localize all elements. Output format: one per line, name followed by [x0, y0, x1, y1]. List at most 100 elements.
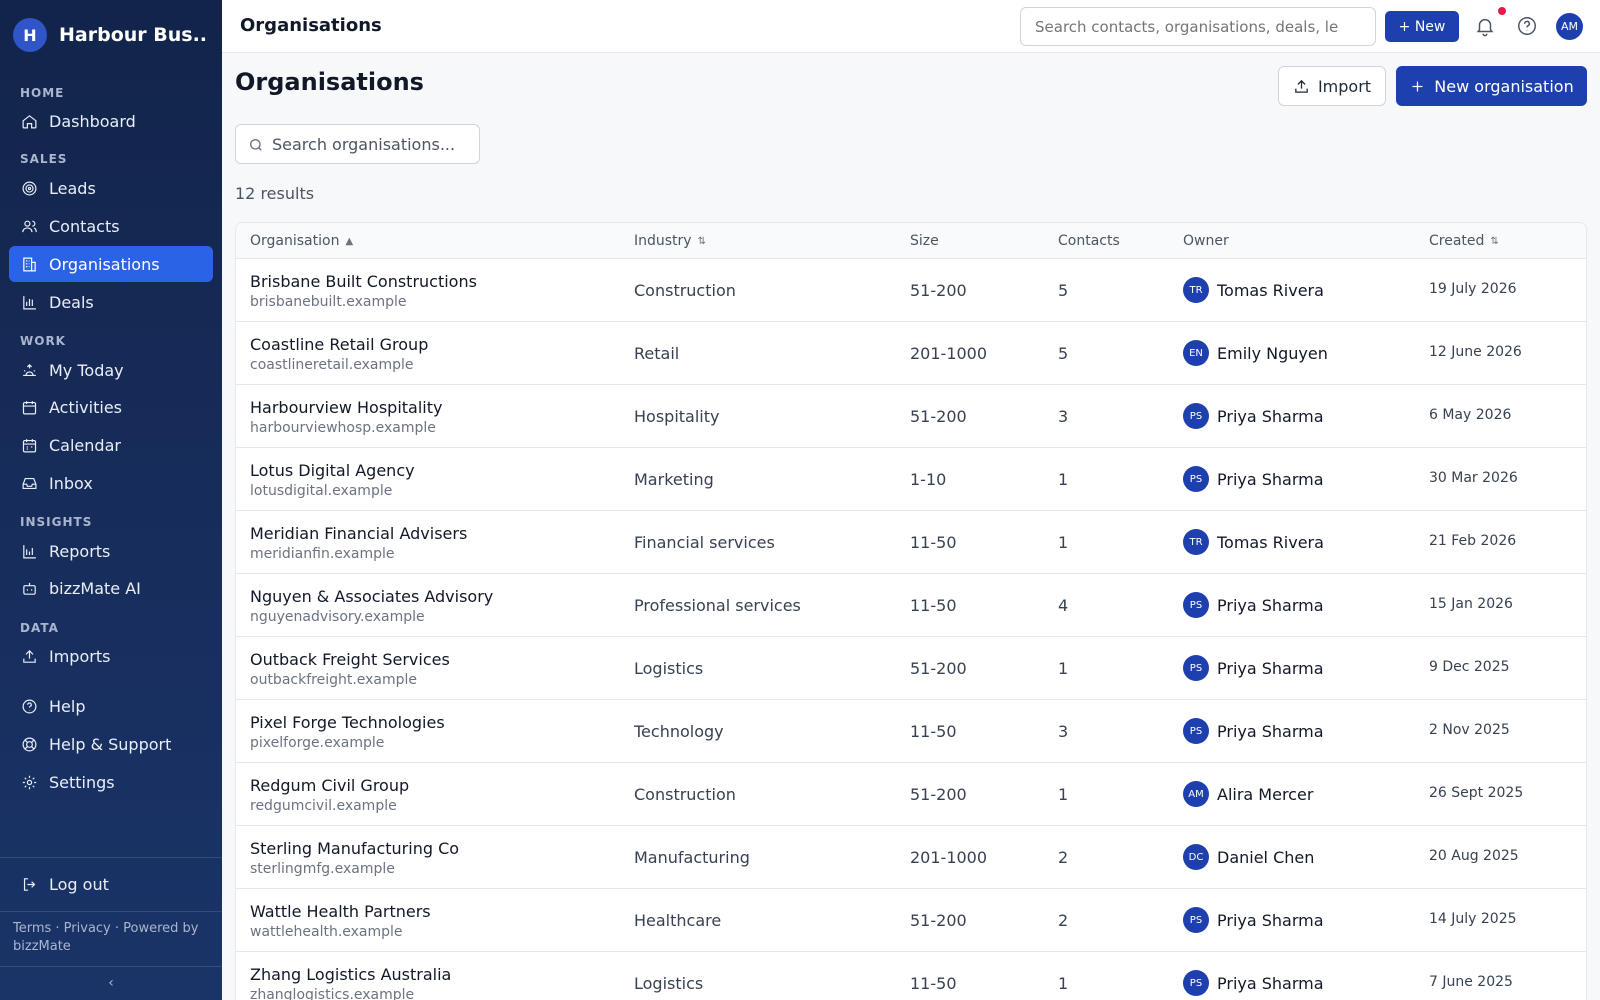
- owner-avatar: TR: [1183, 529, 1209, 555]
- sidebar-item-label: Help & Support: [49, 734, 172, 754]
- search-icon: [250, 139, 262, 151]
- industry-cell: Construction: [634, 785, 736, 804]
- new-organisation-button[interactable]: New organisation: [1396, 66, 1587, 106]
- users-icon: [20, 217, 38, 235]
- table-row[interactable]: Coastline Retail Group coastlineretail.ex…: [236, 322, 1586, 385]
- organisation-search[interactable]: [235, 124, 480, 164]
- organisation-domain: brisbanebuilt.example: [250, 294, 407, 310]
- table-row[interactable]: Outback Freight Services outbackfreight.e…: [236, 637, 1586, 700]
- sidebar-item-activities[interactable]: Activities: [9, 389, 213, 425]
- brand-name: Harbour Bus...: [59, 24, 207, 46]
- collapse-sidebar-button[interactable]: ‹: [108, 975, 114, 991]
- sidebar-item-label: Organisations: [49, 254, 160, 274]
- owner-cell: PS Priya Sharma: [1183, 655, 1324, 681]
- home-icon: [20, 112, 38, 130]
- size-cell: 11-50: [910, 596, 957, 615]
- table-row[interactable]: Redgum Civil Group redgumcivil.example Con…: [236, 763, 1586, 826]
- sidebar-item-bizzmate-ai[interactable]: bizzMate AI: [9, 570, 213, 606]
- sidebar-item-help[interactable]: Help: [9, 688, 213, 724]
- results-count: 12 results: [235, 184, 315, 203]
- table-row[interactable]: Zhang Logistics Australia zhanglogistics.…: [236, 952, 1586, 1000]
- table-row[interactable]: Sterling Manufacturing Co sterlingmfg.exa…: [236, 826, 1586, 889]
- bell-icon[interactable]: [1474, 15, 1496, 37]
- sidebar-item-logout[interactable]: Log out: [9, 866, 213, 902]
- table-row[interactable]: Pixel Forge Technologies pixelforge.examp…: [236, 700, 1586, 763]
- logout-icon: [20, 875, 38, 893]
- help-icon[interactable]: [1516, 15, 1538, 37]
- table-row[interactable]: Wattle Health Partners wattlehealth.examp…: [236, 889, 1586, 952]
- table-row[interactable]: Harbourview Hospitality harbourviewhosp.e…: [236, 385, 1586, 448]
- size-cell: 11-50: [910, 533, 957, 552]
- organisation-name[interactable]: Meridian Financial Advisers: [250, 524, 468, 543]
- sidebar-item-deals[interactable]: Deals: [9, 284, 213, 320]
- owner-avatar: PS: [1183, 970, 1209, 996]
- organisation-name[interactable]: Redgum Civil Group: [250, 776, 410, 795]
- owner-name: Alira Mercer: [1217, 784, 1314, 804]
- global-search-input[interactable]: [1020, 7, 1376, 46]
- owner-avatar: PS: [1183, 907, 1209, 933]
- organisation-name[interactable]: Sterling Manufacturing Co: [250, 839, 460, 858]
- organisation-name[interactable]: Zhang Logistics Australia: [250, 965, 452, 984]
- created-cell: 9 Dec 2025: [1429, 659, 1510, 675]
- sidebar-item-help-support[interactable]: Help & Support: [9, 726, 213, 762]
- user-avatar[interactable]: AM: [1556, 13, 1583, 40]
- sidebar-item-my-today[interactable]: My Today: [9, 352, 213, 388]
- owner-avatar: PS: [1183, 592, 1209, 618]
- table-row[interactable]: Lotus Digital Agency lotusdigital.example…: [236, 448, 1586, 511]
- industry-cell: Technology: [634, 722, 724, 741]
- industry-cell: Professional services: [634, 596, 801, 615]
- owner-cell: PS Priya Sharma: [1183, 970, 1324, 996]
- organisation-name[interactable]: Nguyen & Associates Advisory: [250, 587, 494, 606]
- owner-name: Tomas Rivera: [1217, 532, 1324, 552]
- sunrise-icon: [20, 361, 38, 379]
- created-cell: 7 June 2025: [1429, 974, 1513, 990]
- sidebar-item-label: Help: [49, 696, 86, 716]
- sidebar-item-settings[interactable]: Settings: [9, 764, 213, 800]
- section-sales: SALES: [20, 152, 68, 166]
- owner-name: Priya Sharma: [1217, 910, 1324, 930]
- column-label: Size: [910, 233, 939, 249]
- column-size: Size: [910, 233, 939, 249]
- sidebar-item-reports[interactable]: Reports: [9, 533, 213, 569]
- sidebar-item-label: Calendar: [49, 435, 121, 455]
- owner-avatar: PS: [1183, 466, 1209, 492]
- contacts-cell: 1: [1058, 974, 1069, 993]
- organisation-name[interactable]: Lotus Digital Agency: [250, 461, 415, 480]
- organisation-name[interactable]: Pixel Forge Technologies: [250, 713, 445, 732]
- sidebar-item-inbox[interactable]: Inbox: [9, 465, 213, 501]
- organisation-name[interactable]: Outback Freight Services: [250, 650, 450, 669]
- sidebar-item-contacts[interactable]: Contacts: [9, 208, 213, 244]
- owner-name: Tomas Rivera: [1217, 280, 1324, 300]
- sidebar-item-label: Activities: [49, 397, 122, 417]
- created-cell: 30 Mar 2026: [1429, 470, 1518, 486]
- created-cell: 2 Nov 2025: [1429, 722, 1510, 738]
- sidebar-item-label: Leads: [49, 178, 96, 198]
- organisation-name[interactable]: Coastline Retail Group: [250, 335, 429, 354]
- organisation-domain: sterlingmfg.example: [250, 861, 395, 877]
- column-industry[interactable]: Industry ⇅: [634, 233, 706, 249]
- owner-avatar: DC: [1183, 844, 1209, 870]
- new-button[interactable]: + New: [1385, 11, 1459, 42]
- table-header: Organisation ▲ Industry ⇅ Size Contacts Ow…: [236, 223, 1586, 259]
- organisation-search-input[interactable]: [272, 125, 472, 163]
- column-created[interactable]: Created ⇅: [1429, 233, 1499, 249]
- sidebar-item-organisations[interactable]: Organisations: [9, 246, 213, 282]
- owner-cell: TR Tomas Rivera: [1183, 277, 1324, 303]
- sidebar-item-leads[interactable]: Leads: [9, 170, 213, 206]
- brand[interactable]: H Harbour Bus...: [13, 18, 207, 52]
- table-row[interactable]: Meridian Financial Advisers meridianfin.e…: [236, 511, 1586, 574]
- table-row[interactable]: Brisbane Built Constructions brisbanebuil…: [236, 259, 1586, 322]
- contacts-cell: 5: [1058, 281, 1069, 300]
- column-organisation[interactable]: Organisation ▲: [250, 233, 353, 249]
- sidebar-item-calendar[interactable]: Calendar: [9, 427, 213, 463]
- owner-name: Priya Sharma: [1217, 406, 1324, 426]
- sidebar-item-imports[interactable]: Imports: [9, 638, 213, 674]
- organisation-domain: coastlineretail.example: [250, 357, 414, 373]
- organisation-name[interactable]: Wattle Health Partners: [250, 902, 431, 921]
- organisation-name[interactable]: Harbourview Hospitality: [250, 398, 443, 417]
- import-button[interactable]: Import: [1278, 66, 1386, 106]
- organisation-name[interactable]: Brisbane Built Constructions: [250, 272, 477, 291]
- table-row[interactable]: Nguyen & Associates Advisory nguyenadviso…: [236, 574, 1586, 637]
- sidebar-item-dashboard[interactable]: Dashboard: [9, 103, 213, 139]
- footer-links[interactable]: Terms · Privacy · Powered by bizzMate: [13, 921, 199, 954]
